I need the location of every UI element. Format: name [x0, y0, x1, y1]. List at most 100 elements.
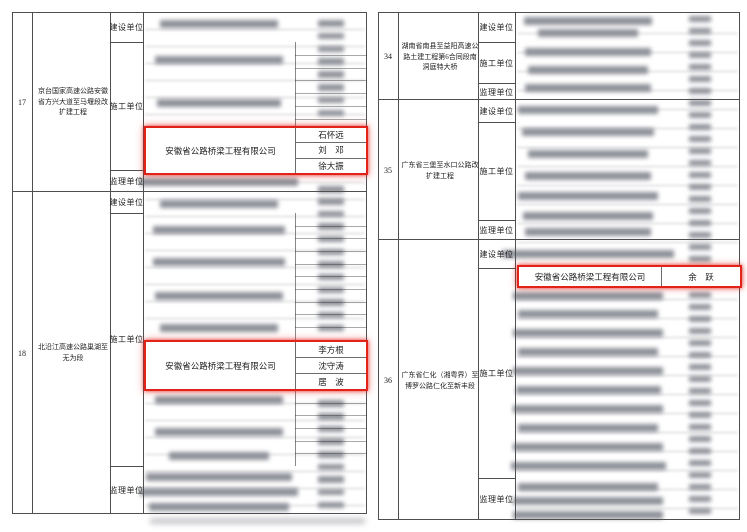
blurred-text-placeholder — [689, 136, 711, 142]
blurred-text-placeholder — [525, 228, 651, 236]
table-border — [12, 12, 367, 13]
blurred-text-placeholder — [518, 348, 658, 356]
blurred-text-placeholder — [689, 508, 711, 514]
blurred-text-placeholder — [689, 184, 711, 190]
table-border — [295, 118, 366, 120]
table-border — [478, 42, 515, 43]
blurred-text-placeholder — [169, 452, 269, 460]
blurred-text-placeholder — [689, 64, 711, 70]
blurred-text-placeholder — [318, 20, 344, 27]
blurred-text-placeholder — [517, 337, 738, 339]
table-border — [295, 326, 366, 328]
table-border — [295, 276, 366, 278]
blurred-text-placeholder — [318, 84, 344, 91]
blurred-text-placeholder — [689, 112, 711, 118]
blurred-text-placeholder — [522, 128, 654, 136]
unit-label-construction-owner: 建设单位 — [109, 197, 144, 207]
table-border — [378, 12, 379, 520]
blurred-text-placeholder — [689, 484, 711, 490]
table-border — [295, 213, 296, 466]
highlighted-person-list: 余 跃 — [662, 267, 740, 286]
blurred-text-placeholder — [517, 166, 738, 168]
blurred-text-placeholder — [146, 473, 292, 481]
blurred-text-placeholder — [689, 220, 711, 226]
table-border — [12, 513, 367, 514]
blurred-text-placeholder — [513, 292, 663, 300]
blurred-text-placeholder — [689, 340, 711, 346]
blurred-text-placeholder — [140, 488, 298, 496]
blurred-text-placeholder — [689, 448, 711, 454]
unit-label-construction-owner: 建设单位 — [479, 249, 514, 259]
table-border — [378, 519, 740, 520]
table-border — [295, 263, 366, 265]
blurred-text-placeholder — [689, 472, 711, 478]
blurred-text-placeholder — [149, 503, 289, 511]
blurred-text-placeholder — [153, 258, 285, 266]
blurred-text-placeholder — [318, 261, 344, 268]
blurred-text-placeholder — [689, 100, 711, 106]
blurred-text-placeholder — [689, 412, 711, 418]
unit-label-supervisor: 监理单位 — [109, 485, 144, 495]
blurred-text-placeholder — [145, 46, 365, 48]
blurred-text-placeholder — [318, 324, 344, 331]
blurred-text-placeholder — [145, 471, 365, 473]
blurred-text-placeholder — [523, 212, 653, 220]
table-border — [295, 415, 366, 417]
blurred-text-placeholder — [515, 386, 661, 394]
blurred-text-placeholder — [318, 96, 344, 104]
blurred-text-placeholder — [318, 476, 344, 483]
blurred-text-placeholder — [318, 273, 344, 281]
blurred-text-placeholder — [145, 199, 365, 201]
blurred-text-placeholder — [510, 462, 666, 470]
project-name: 广东省仁化（湘粤界）至博罗公路仁化至新丰段 — [401, 371, 479, 390]
blurred-text-placeholder — [155, 56, 283, 64]
blurred-text-placeholder — [318, 438, 344, 445]
unit-label-contractor: 施工单位 — [479, 368, 514, 378]
table-border — [366, 12, 367, 514]
blurred-text-placeholder — [517, 394, 738, 396]
blurred-text-placeholder — [318, 488, 344, 496]
blurred-text-placeholder — [517, 451, 738, 453]
blurred-text-placeholder — [318, 58, 344, 65]
blurred-text-placeholder — [689, 172, 711, 178]
blurred-text-placeholder — [689, 316, 711, 322]
blurred-text-placeholder — [517, 508, 738, 510]
blurred-text-placeholder — [517, 147, 738, 149]
blurred-text-placeholder — [517, 375, 738, 377]
table-border — [295, 402, 366, 404]
blurred-text-placeholder — [318, 71, 344, 78]
red-highlight-box: 安徽省公路桥梁工程有限公司 余 跃 — [517, 265, 742, 288]
table-border — [295, 42, 296, 170]
blurred-text-placeholder — [145, 318, 365, 320]
blurred-text-placeholder — [689, 232, 711, 238]
highlighted-person-list: 李方根 沈守涛 居 波 — [296, 342, 366, 389]
blurred-text-placeholder — [145, 250, 365, 252]
blurred-text-placeholder — [160, 324, 278, 332]
blurred-text-placeholder — [517, 413, 738, 415]
highlighted-person: 沈守涛 — [296, 357, 366, 373]
blurred-text-placeholder — [145, 114, 365, 116]
table-border — [295, 54, 366, 56]
table-border — [143, 12, 144, 514]
blurred-text-placeholder — [145, 437, 365, 439]
table-border — [295, 288, 366, 290]
blurred-text-placeholder — [513, 329, 663, 337]
unit-label-supervisor: 监理单位 — [479, 87, 514, 97]
blurred-text-placeholder — [525, 48, 651, 56]
blurred-text-placeholder — [318, 248, 344, 256]
blurred-text-placeholder — [318, 501, 344, 509]
project-name: 北沿江高速公路巢湖至无为段 — [38, 343, 108, 362]
blurred-text-placeholder — [689, 352, 711, 358]
project-name: 广东省三堡至水口公路改扩建工程 — [401, 161, 479, 180]
blurred-text-placeholder — [518, 424, 658, 432]
blurred-text-placeholder — [689, 304, 711, 310]
unit-label-construction-owner: 建设单位 — [479, 106, 514, 116]
highlighted-person: 李方根 — [318, 344, 344, 355]
blurred-text-placeholder — [155, 292, 283, 300]
blurred-text-placeholder — [517, 242, 738, 244]
blurred-text-placeholder — [145, 267, 365, 269]
blurred-text-placeholder — [517, 318, 738, 320]
blurred-text-placeholder — [318, 299, 344, 306]
blurred-text-placeholder — [318, 235, 344, 243]
blurred-text-placeholder — [689, 124, 711, 130]
